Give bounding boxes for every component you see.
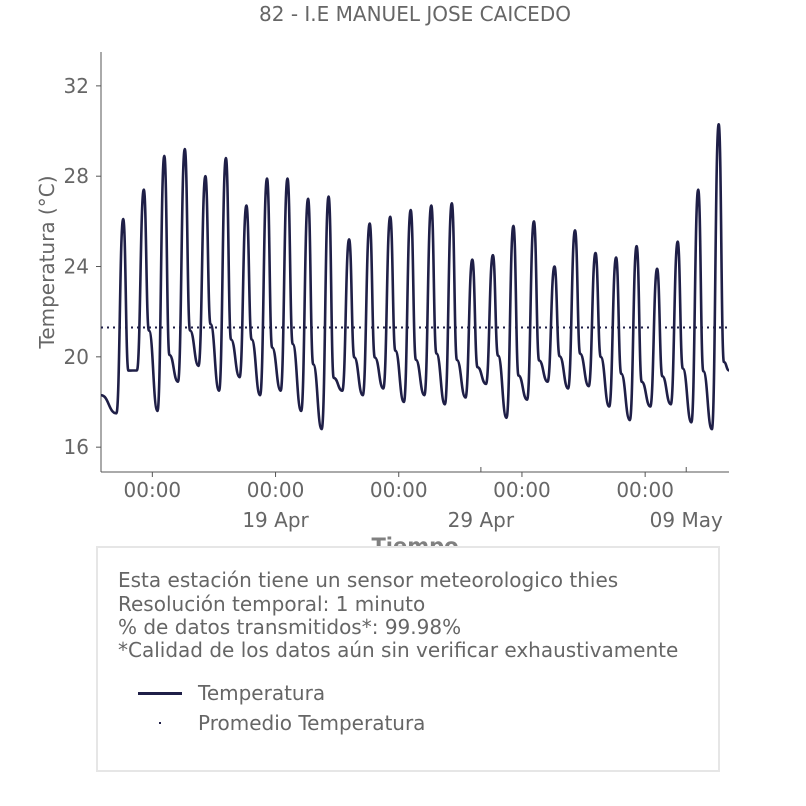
chart-title: 82 - I.E MANUEL JOSE CAICEDO	[259, 2, 571, 26]
y-tick-label: 32	[64, 74, 89, 98]
info-sensor-line: Esta estación tiene un sensor meteorolog…	[118, 568, 619, 592]
series-line-temperatura	[100, 123, 730, 431]
info-resolution-line: Resolución temporal: 1 minuto	[118, 592, 426, 616]
x-tick-label: 00:00	[370, 478, 428, 502]
legend-label-promedio: Promedio Temperatura	[198, 711, 426, 735]
info-quality-note: *Calidad de los datos aún sin verificar …	[118, 638, 679, 662]
y-tick-label: 16	[64, 435, 89, 459]
y-tick-label: 24	[64, 255, 89, 279]
legend-dot-swatch	[159, 722, 161, 724]
legend-line-swatch	[138, 692, 182, 695]
x-tick-label: 00:00	[616, 478, 674, 502]
x-date-label: 29 Apr	[448, 508, 515, 532]
y-tick-label: 28	[64, 164, 89, 188]
x-tick-label: 00:00	[124, 478, 182, 502]
x-tick-label: 00:00	[493, 478, 551, 502]
x-date-label: 19 Apr	[242, 508, 309, 532]
legend-label-temperatura: Temperatura	[198, 681, 326, 705]
station-info-box: Esta estación tiene un sensor meteorolog…	[96, 546, 720, 772]
info-transmitted-line: % de datos transmitidos*: 99.98%	[118, 615, 462, 639]
x-date-label: 09 May	[650, 508, 723, 532]
y-tick-label: 20	[64, 345, 89, 369]
x-tick-label: 00:00	[247, 478, 305, 502]
y-axis-label: Temperatura (°C)	[35, 175, 59, 349]
